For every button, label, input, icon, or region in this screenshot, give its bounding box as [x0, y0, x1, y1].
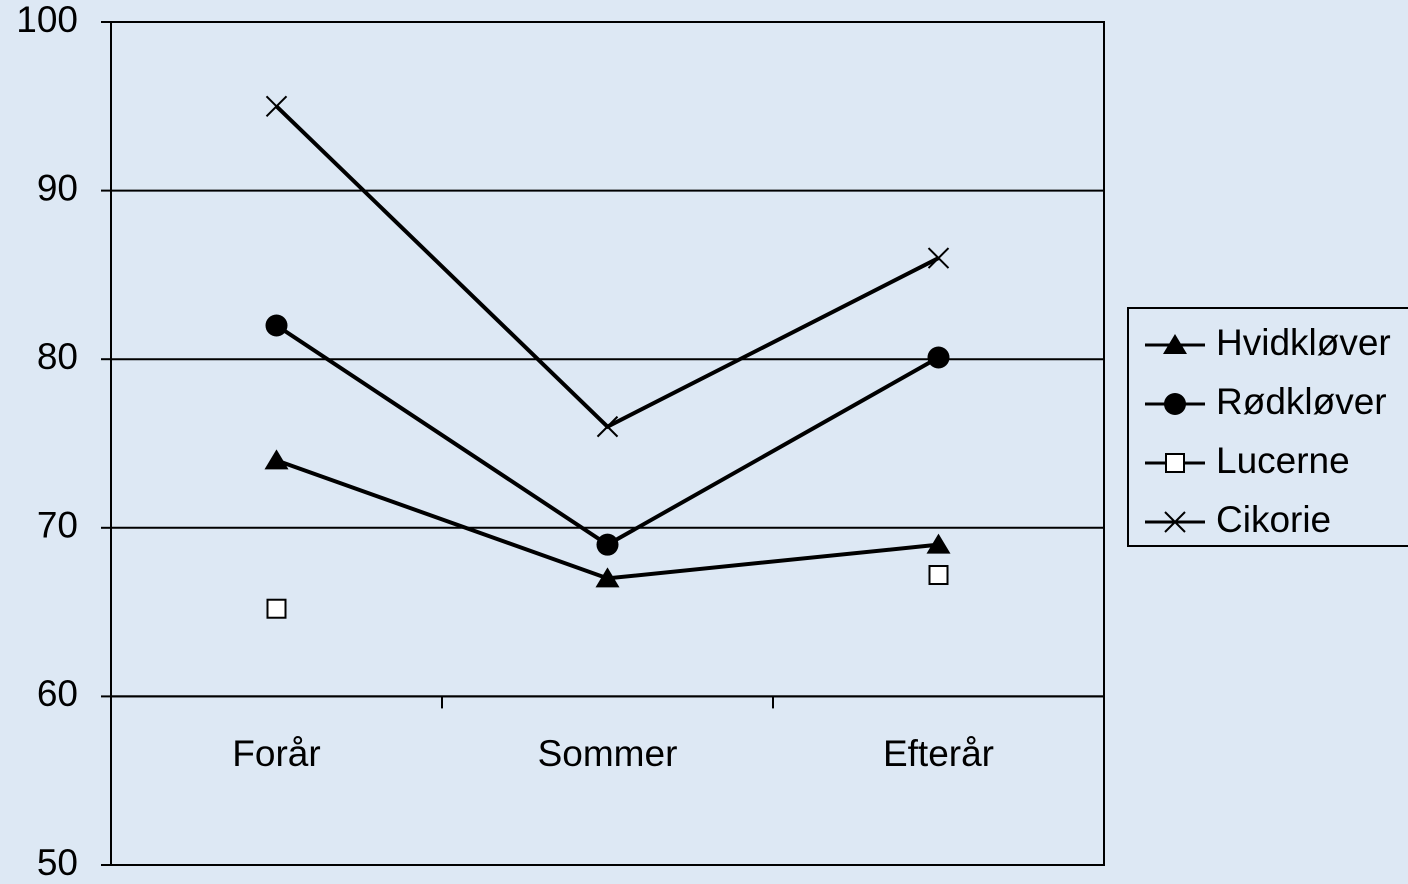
y-tick-label: 80	[37, 336, 78, 377]
y-tick-label: 50	[37, 842, 78, 883]
y-tick-label: 100	[16, 0, 78, 40]
point	[264, 449, 289, 470]
y-tick-label: 90	[37, 167, 78, 208]
point	[265, 314, 288, 337]
point	[596, 415, 619, 438]
point	[926, 533, 951, 554]
point	[928, 565, 949, 586]
x-tick-label: Sommer	[538, 733, 678, 774]
point	[927, 346, 950, 369]
y-tick-label: 60	[37, 673, 78, 714]
plot-border	[110, 21, 1105, 866]
legend-marker	[1163, 334, 1187, 354]
legend-label: Rødkløver	[1216, 381, 1387, 422]
point	[595, 567, 620, 588]
legend-label: Hvidkløver	[1216, 322, 1391, 363]
x-tick-label: Efterår	[883, 733, 994, 774]
legend-marker	[1165, 453, 1185, 473]
legend-label: Lucerne	[1216, 440, 1350, 481]
legend-marker	[1164, 511, 1186, 533]
point	[265, 95, 288, 118]
point	[266, 598, 287, 619]
y-tick-label: 70	[37, 505, 78, 546]
x-tick-label: Forår	[232, 733, 320, 774]
point	[927, 247, 950, 269]
point	[596, 533, 619, 556]
legend-marker	[1164, 393, 1186, 415]
legend-label: Cikorie	[1216, 499, 1331, 540]
